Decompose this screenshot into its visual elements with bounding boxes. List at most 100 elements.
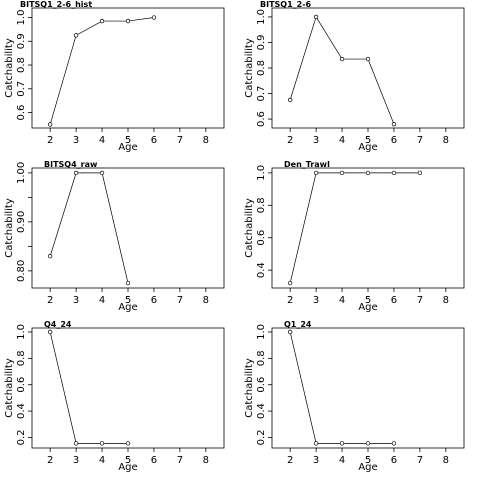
- y-axis-label: Catchability: [244, 38, 255, 98]
- x-tick-label: 5: [125, 295, 131, 306]
- data-point: [313, 14, 319, 20]
- chart-title: Q1_24: [284, 320, 312, 329]
- x-tick-label: 5: [365, 455, 371, 466]
- x-tick-label: 6: [391, 135, 397, 146]
- x-tick-label: 7: [177, 135, 183, 146]
- chart-panel-4: 2 3 4 5 6 7 8 0.4 0.6 0.8 1.0 Age Catchability Den_Tr…: [244, 160, 465, 313]
- chart-panel-2: 2 3 4 5 6 7 8 0.6 0.7 0.8 0.9 1.0 Age Catchability BIT…: [244, 0, 465, 153]
- x-tick-label: 2: [287, 455, 293, 466]
- y-tick-label: 0.8: [256, 350, 267, 366]
- x-tick-label: 4: [99, 455, 105, 466]
- data-point: [151, 15, 157, 20]
- x-tick-label: 7: [417, 135, 423, 146]
- series-line: [49, 331, 128, 444]
- data-point: [48, 329, 53, 335]
- x-tick-label: 3: [73, 135, 79, 146]
- data-point: [288, 97, 293, 103]
- x-tick-label: 7: [177, 455, 183, 466]
- data-point: [417, 170, 423, 176]
- y-tick-label: 1.0: [256, 165, 267, 181]
- x-tick-label: 3: [313, 295, 319, 306]
- data-point: [313, 441, 319, 446]
- chart-title: Den_Trawl: [284, 160, 330, 169]
- data-point: [391, 441, 397, 446]
- y-tick-label: 0.4: [256, 403, 267, 419]
- y-tick-label: 1.0: [256, 324, 267, 340]
- y-tick-label: 1.0: [16, 10, 27, 26]
- x-tick-label: 8: [203, 455, 209, 466]
- y-tick-label: 0.6: [16, 377, 27, 393]
- x-tick-label: 4: [99, 295, 105, 306]
- x-tick-label: 5: [125, 455, 131, 466]
- y-tick-label: 1.0: [16, 324, 27, 340]
- plot-frame: [271, 7, 465, 129]
- data-point: [73, 33, 79, 38]
- chart-title: BITSQ4_raw: [44, 160, 98, 169]
- series-line: [49, 172, 129, 284]
- data-point: [313, 170, 319, 176]
- data-point: [365, 56, 371, 62]
- y-tick-label: 0.6: [16, 105, 27, 121]
- data-point: [99, 170, 105, 176]
- series-line: [49, 17, 154, 125]
- y-tick-label: 0.8: [256, 197, 267, 213]
- y-tick-label: 0.4: [16, 403, 27, 419]
- plot-frame: [31, 7, 225, 129]
- x-tick-label: 3: [73, 455, 79, 466]
- x-tick-label: 4: [339, 135, 345, 146]
- y-tick-label: 0.2: [256, 429, 267, 445]
- chart-title: BITSQ1_2-6: [260, 0, 312, 9]
- data-point: [339, 441, 345, 446]
- x-tick-label: 6: [391, 295, 397, 306]
- x-tick-label: 4: [99, 135, 105, 146]
- plot-frame: [31, 167, 225, 289]
- x-tick-label: 6: [151, 295, 157, 306]
- x-tick-label: 5: [125, 135, 131, 146]
- data-point: [391, 122, 397, 127]
- x-tick-label: 3: [73, 295, 79, 306]
- y-axis-label: Catchability: [4, 358, 15, 418]
- x-tick-label: 8: [203, 295, 209, 306]
- y-tick-label: 0.9: [256, 35, 267, 51]
- x-tick-label: 7: [417, 295, 423, 306]
- x-axis-label: Age: [118, 142, 137, 153]
- x-tick-label: 8: [443, 295, 449, 306]
- x-tick-label: 2: [287, 135, 293, 146]
- plot-frame: [271, 167, 465, 289]
- x-tick-label: 3: [313, 135, 319, 146]
- y-tick-label: 1.0: [256, 9, 267, 25]
- data-point: [125, 441, 131, 446]
- plot-frame: [271, 327, 465, 449]
- chart-panel-3: 2 3 4 5 6 7 8 0.80 0.90 1.00 Age Catchability BITSQ4…: [4, 160, 225, 313]
- data-point: [73, 170, 79, 176]
- data-point: [48, 254, 53, 259]
- x-axis-label: Age: [358, 462, 377, 473]
- data-point: [288, 280, 293, 286]
- x-tick-label: 2: [47, 455, 53, 466]
- series-line: [289, 331, 394, 444]
- y-tick-label: 0.6: [256, 230, 267, 246]
- chart-panel-5: 2 3 4 5 6 7 8 0.2 0.4 0.6 0.8 1.0 Age Catchability Q4_…: [4, 320, 225, 473]
- y-tick-label: 0.6: [256, 377, 267, 393]
- data-point: [391, 170, 397, 176]
- y-tick-label: 0.90: [16, 211, 27, 233]
- y-tick-label: 0.7: [256, 86, 267, 102]
- y-axis-label: Catchability: [244, 358, 255, 418]
- data-point: [339, 56, 345, 62]
- data-point: [365, 170, 371, 176]
- x-tick-label: 8: [443, 135, 449, 146]
- data-point: [125, 280, 131, 286]
- series-line: [289, 172, 420, 284]
- y-axis-label: Catchability: [244, 198, 255, 258]
- data-point: [73, 441, 79, 446]
- x-tick-label: 2: [47, 295, 53, 306]
- x-tick-label: 7: [417, 455, 423, 466]
- y-axis-label: Catchability: [4, 38, 15, 98]
- x-tick-label: 8: [443, 455, 449, 466]
- y-tick-label: 0.6: [256, 111, 267, 127]
- x-tick-label: 4: [339, 455, 345, 466]
- data-point: [339, 170, 345, 176]
- data-point: [365, 441, 371, 446]
- series-line: [289, 16, 395, 125]
- y-tick-label: 0.9: [16, 33, 27, 49]
